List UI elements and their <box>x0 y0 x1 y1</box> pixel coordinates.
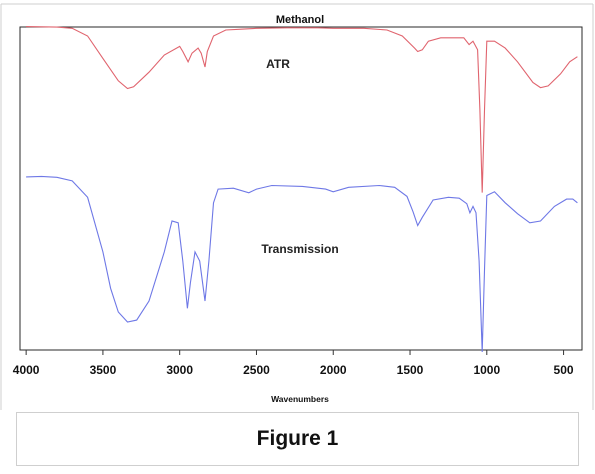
x-axis-label: Wavenumbers <box>271 394 329 404</box>
plot-area <box>19 26 583 351</box>
ir-spectrum-chart: Methanol ATR Transmission 4000 3500 3000 25… <box>0 3 594 410</box>
x-tick-label: 1000 <box>473 363 500 377</box>
transmission-spectrum-line <box>26 175 578 353</box>
figure-caption: Figure 1 <box>256 427 339 450</box>
x-tick-label: 500 <box>554 363 574 377</box>
series-label-transmission: Transmission <box>261 242 338 256</box>
x-tick-label: 3000 <box>166 363 193 377</box>
caption-box: Figure 1 <box>16 412 579 466</box>
chart-title: Methanol <box>276 14 324 26</box>
atr-spectrum-line <box>26 26 578 193</box>
x-tick-label: 1500 <box>397 363 424 377</box>
x-tick-label: 3500 <box>90 363 117 377</box>
x-tick-label: 2500 <box>243 363 270 377</box>
x-tick-label: 2000 <box>320 363 347 377</box>
x-tick-label: 4000 <box>13 363 40 377</box>
x-axis-ticks: 4000 3500 3000 2500 2000 1500 1000 500 <box>13 350 574 377</box>
series-label-atr: ATR <box>266 57 290 71</box>
